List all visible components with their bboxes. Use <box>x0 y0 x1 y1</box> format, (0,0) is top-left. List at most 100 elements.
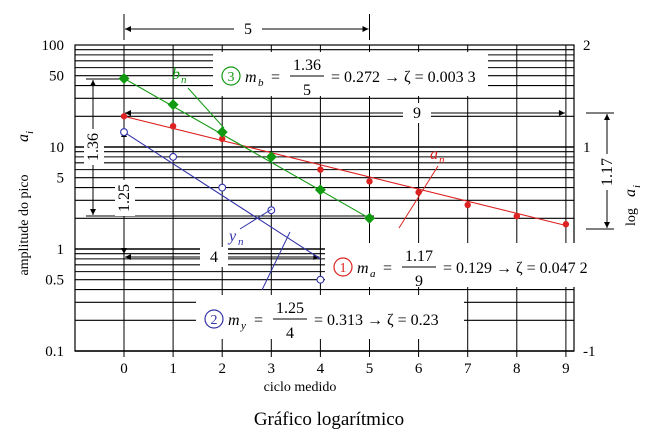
point-a <box>120 113 128 120</box>
data-marks: a nb ny n <box>118 66 570 291</box>
point-y <box>218 183 227 192</box>
equation-b-lhs: m <box>245 69 257 86</box>
point-a <box>464 201 471 209</box>
y-tick-label: 10 <box>49 140 64 156</box>
span-b-label: 5 <box>244 21 252 38</box>
equation-a-rhs: = 0.129 → ζ = 0.047 2 <box>443 260 588 277</box>
y2-axis-label-var: a <box>622 189 639 197</box>
point-b <box>364 212 375 224</box>
equation-b-lhs-sub: b <box>258 77 264 89</box>
chart-caption: Gráfico logarítmico <box>254 409 404 430</box>
y-axis-label-text: amplitude do pico <box>17 174 32 275</box>
series-label-b: b <box>172 66 180 83</box>
equation-b-frac-num: 1.36 <box>293 57 321 74</box>
equation-a-lhs-sub: a <box>370 268 376 280</box>
point-b <box>216 126 228 138</box>
span-y-label: 4 <box>210 249 218 266</box>
series-label-a-leader <box>398 165 439 229</box>
rise-b-label: 1.36 <box>85 133 102 161</box>
y2-tick-label: -1 <box>583 344 596 360</box>
arrow-head <box>125 254 131 260</box>
series-label-b-leader <box>187 87 225 129</box>
rise-a-label: 1.17 <box>599 158 616 186</box>
point-b <box>118 72 130 84</box>
equation-y: 2 m y = 1.25 4 = 0.313 → ζ = 0.23 <box>196 295 464 342</box>
rise-b-label-group: 1.36 <box>84 129 104 165</box>
arrow-head <box>604 114 610 120</box>
equation-a: 1 m a = 1.17 9 = 0.129 → ζ = 0.047 2 <box>325 243 622 290</box>
y-tick-label: 5 <box>57 171 65 187</box>
equation-b-eq-sign: = <box>271 69 280 86</box>
equation-b-rhs: = 0.272 → ζ = 0.003 3 <box>331 69 476 86</box>
rise-a-label-group: 1.17 <box>598 154 618 190</box>
rise-a-label-bg <box>598 154 618 190</box>
x-tick-label: 4 <box>317 361 325 377</box>
equation-a-lhs: m <box>357 260 369 277</box>
series-label-b-sub: n <box>181 74 187 86</box>
y-tick-label: 0.5 <box>45 273 64 289</box>
arrow-head <box>125 26 131 32</box>
point-a <box>366 178 373 185</box>
rise-y-label-bg <box>115 180 135 216</box>
point-a <box>219 135 226 143</box>
y-tick-label: 100 <box>42 38 65 54</box>
series-label-y-leader2 <box>261 231 291 291</box>
fit-line-b <box>123 77 370 219</box>
x-tick-label: 9 <box>562 361 570 377</box>
arrow-head <box>558 110 565 116</box>
y-tick-label: 1 <box>57 242 65 258</box>
x-tick-label: 1 <box>169 361 177 377</box>
equation-y-lhs: m <box>228 312 240 329</box>
equation-y-rhs: = 0.313 → ζ = 0.23 <box>314 312 439 329</box>
x-tick-label: 8 <box>513 361 521 377</box>
span-a-label-bg <box>403 103 431 123</box>
y-axis-label-var: a <box>15 134 32 142</box>
span-b-label-bg <box>234 19 262 39</box>
rise-y-label-group: 1.25 <box>115 180 135 216</box>
equation-a-circle <box>333 257 353 277</box>
series-label-a-sub: n <box>439 154 445 166</box>
x-tick-label: 5 <box>366 361 374 377</box>
equation-y-eq-sign: = <box>254 312 263 329</box>
y2-tick-label: 2 <box>583 38 591 54</box>
span-a-label: 9 <box>413 105 421 122</box>
y2-axis-label-sub: i <box>631 185 643 188</box>
plot-frame <box>74 44 575 352</box>
point-a <box>513 212 520 220</box>
fit-lines <box>123 77 567 260</box>
point-b <box>314 184 326 196</box>
arrow-head <box>362 26 369 32</box>
x-tick-label: 6 <box>415 361 423 377</box>
arrow-head <box>90 209 96 215</box>
equation-b: 3 m b = 1.36 5 = 0.272 → ζ = 0.003 3 <box>213 52 488 99</box>
x-tick-label: 3 <box>268 361 276 377</box>
equation-a-frac-num: 1.17 <box>405 248 433 265</box>
equation-y-frac-num: 1.25 <box>276 300 304 317</box>
equation-y-frac-den: 4 <box>286 325 294 342</box>
x-tick-label: 0 <box>120 361 128 377</box>
equation-b-number: 3 <box>228 70 235 85</box>
equation-b-circle <box>221 66 241 86</box>
equation-y-circle <box>204 309 224 329</box>
rise-b-label-bg <box>84 129 104 165</box>
series-label-y-sub: n <box>238 236 244 248</box>
x-tick-label: 7 <box>464 361 472 377</box>
y2-axis-label-text: log <box>624 208 639 226</box>
equation-y-lhs-sub: y <box>240 320 246 332</box>
y-tick-label: 50 <box>49 69 64 85</box>
series-label-y-leader <box>239 208 273 230</box>
point-y <box>316 275 325 284</box>
equation-b-frac-den: 5 <box>303 82 311 99</box>
series-label-y: y <box>227 228 237 245</box>
point-y <box>120 128 128 137</box>
point-a <box>562 221 570 228</box>
y-axis-label-sub: i <box>24 131 36 134</box>
y2-axis-label: log a i <box>622 185 643 226</box>
equation-y-bg <box>196 295 464 339</box>
equation-b-bg <box>213 52 488 96</box>
series-label-a: a <box>430 146 438 163</box>
equation-y-number: 2 <box>211 313 218 328</box>
arrow-head <box>125 110 131 116</box>
